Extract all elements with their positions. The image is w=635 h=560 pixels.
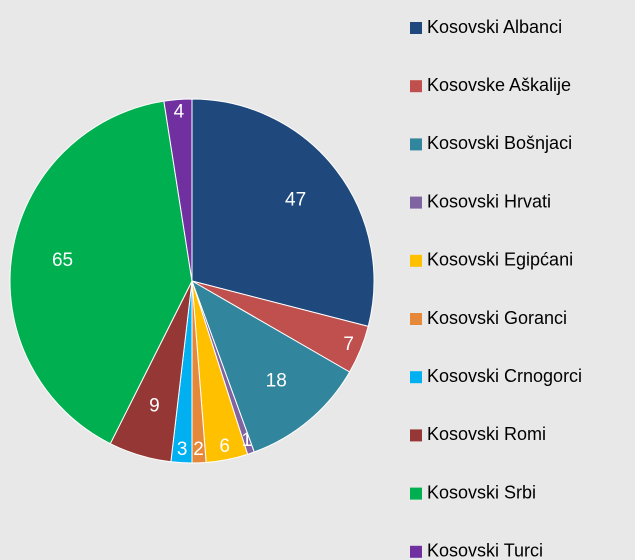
legend-label: Kosovski Hrvati (427, 191, 551, 211)
legend-label: Kosovski Turci (427, 541, 543, 560)
pie-slice (191, 279, 351, 453)
legend-swatch (410, 80, 422, 93)
data-label: 7 (343, 334, 354, 355)
data-label: 1 (242, 430, 253, 451)
data-label: 6 (219, 436, 230, 457)
pie-slice (9, 100, 193, 445)
legend-label: Kosovski Goranci (427, 308, 567, 328)
data-label: 3 (177, 439, 188, 460)
data-label: 9 (149, 396, 160, 417)
legend-label: Kosovski Srbi (427, 482, 536, 502)
legend-swatch (410, 429, 422, 442)
legend-label: Kosovski Albanci (427, 17, 562, 37)
data-label: 4 (174, 101, 185, 122)
data-label: 2 (193, 439, 204, 460)
legend-swatch (410, 371, 422, 384)
legend-label: Kosovski Crnogorci (427, 366, 582, 386)
legend-swatch (410, 487, 422, 500)
data-label: 65 (52, 250, 73, 271)
pie-slice (163, 98, 193, 282)
legend-swatch (410, 22, 422, 34)
legend-swatch (410, 138, 422, 151)
data-label: 47 (285, 190, 306, 211)
pie-slice (191, 98, 375, 328)
legend-label: Kosovski Bošnjaci (427, 133, 572, 153)
legend-swatch (410, 196, 422, 209)
legend-label: Kosovski Egipćani (427, 250, 573, 270)
legend-swatch (410, 254, 422, 267)
legend-swatch (410, 313, 422, 325)
data-label: 18 (266, 370, 287, 391)
legend-label: Kosovske Aškalije (427, 75, 571, 95)
legend-swatch (410, 545, 422, 558)
legend-label: Kosovski Romi (427, 424, 546, 444)
